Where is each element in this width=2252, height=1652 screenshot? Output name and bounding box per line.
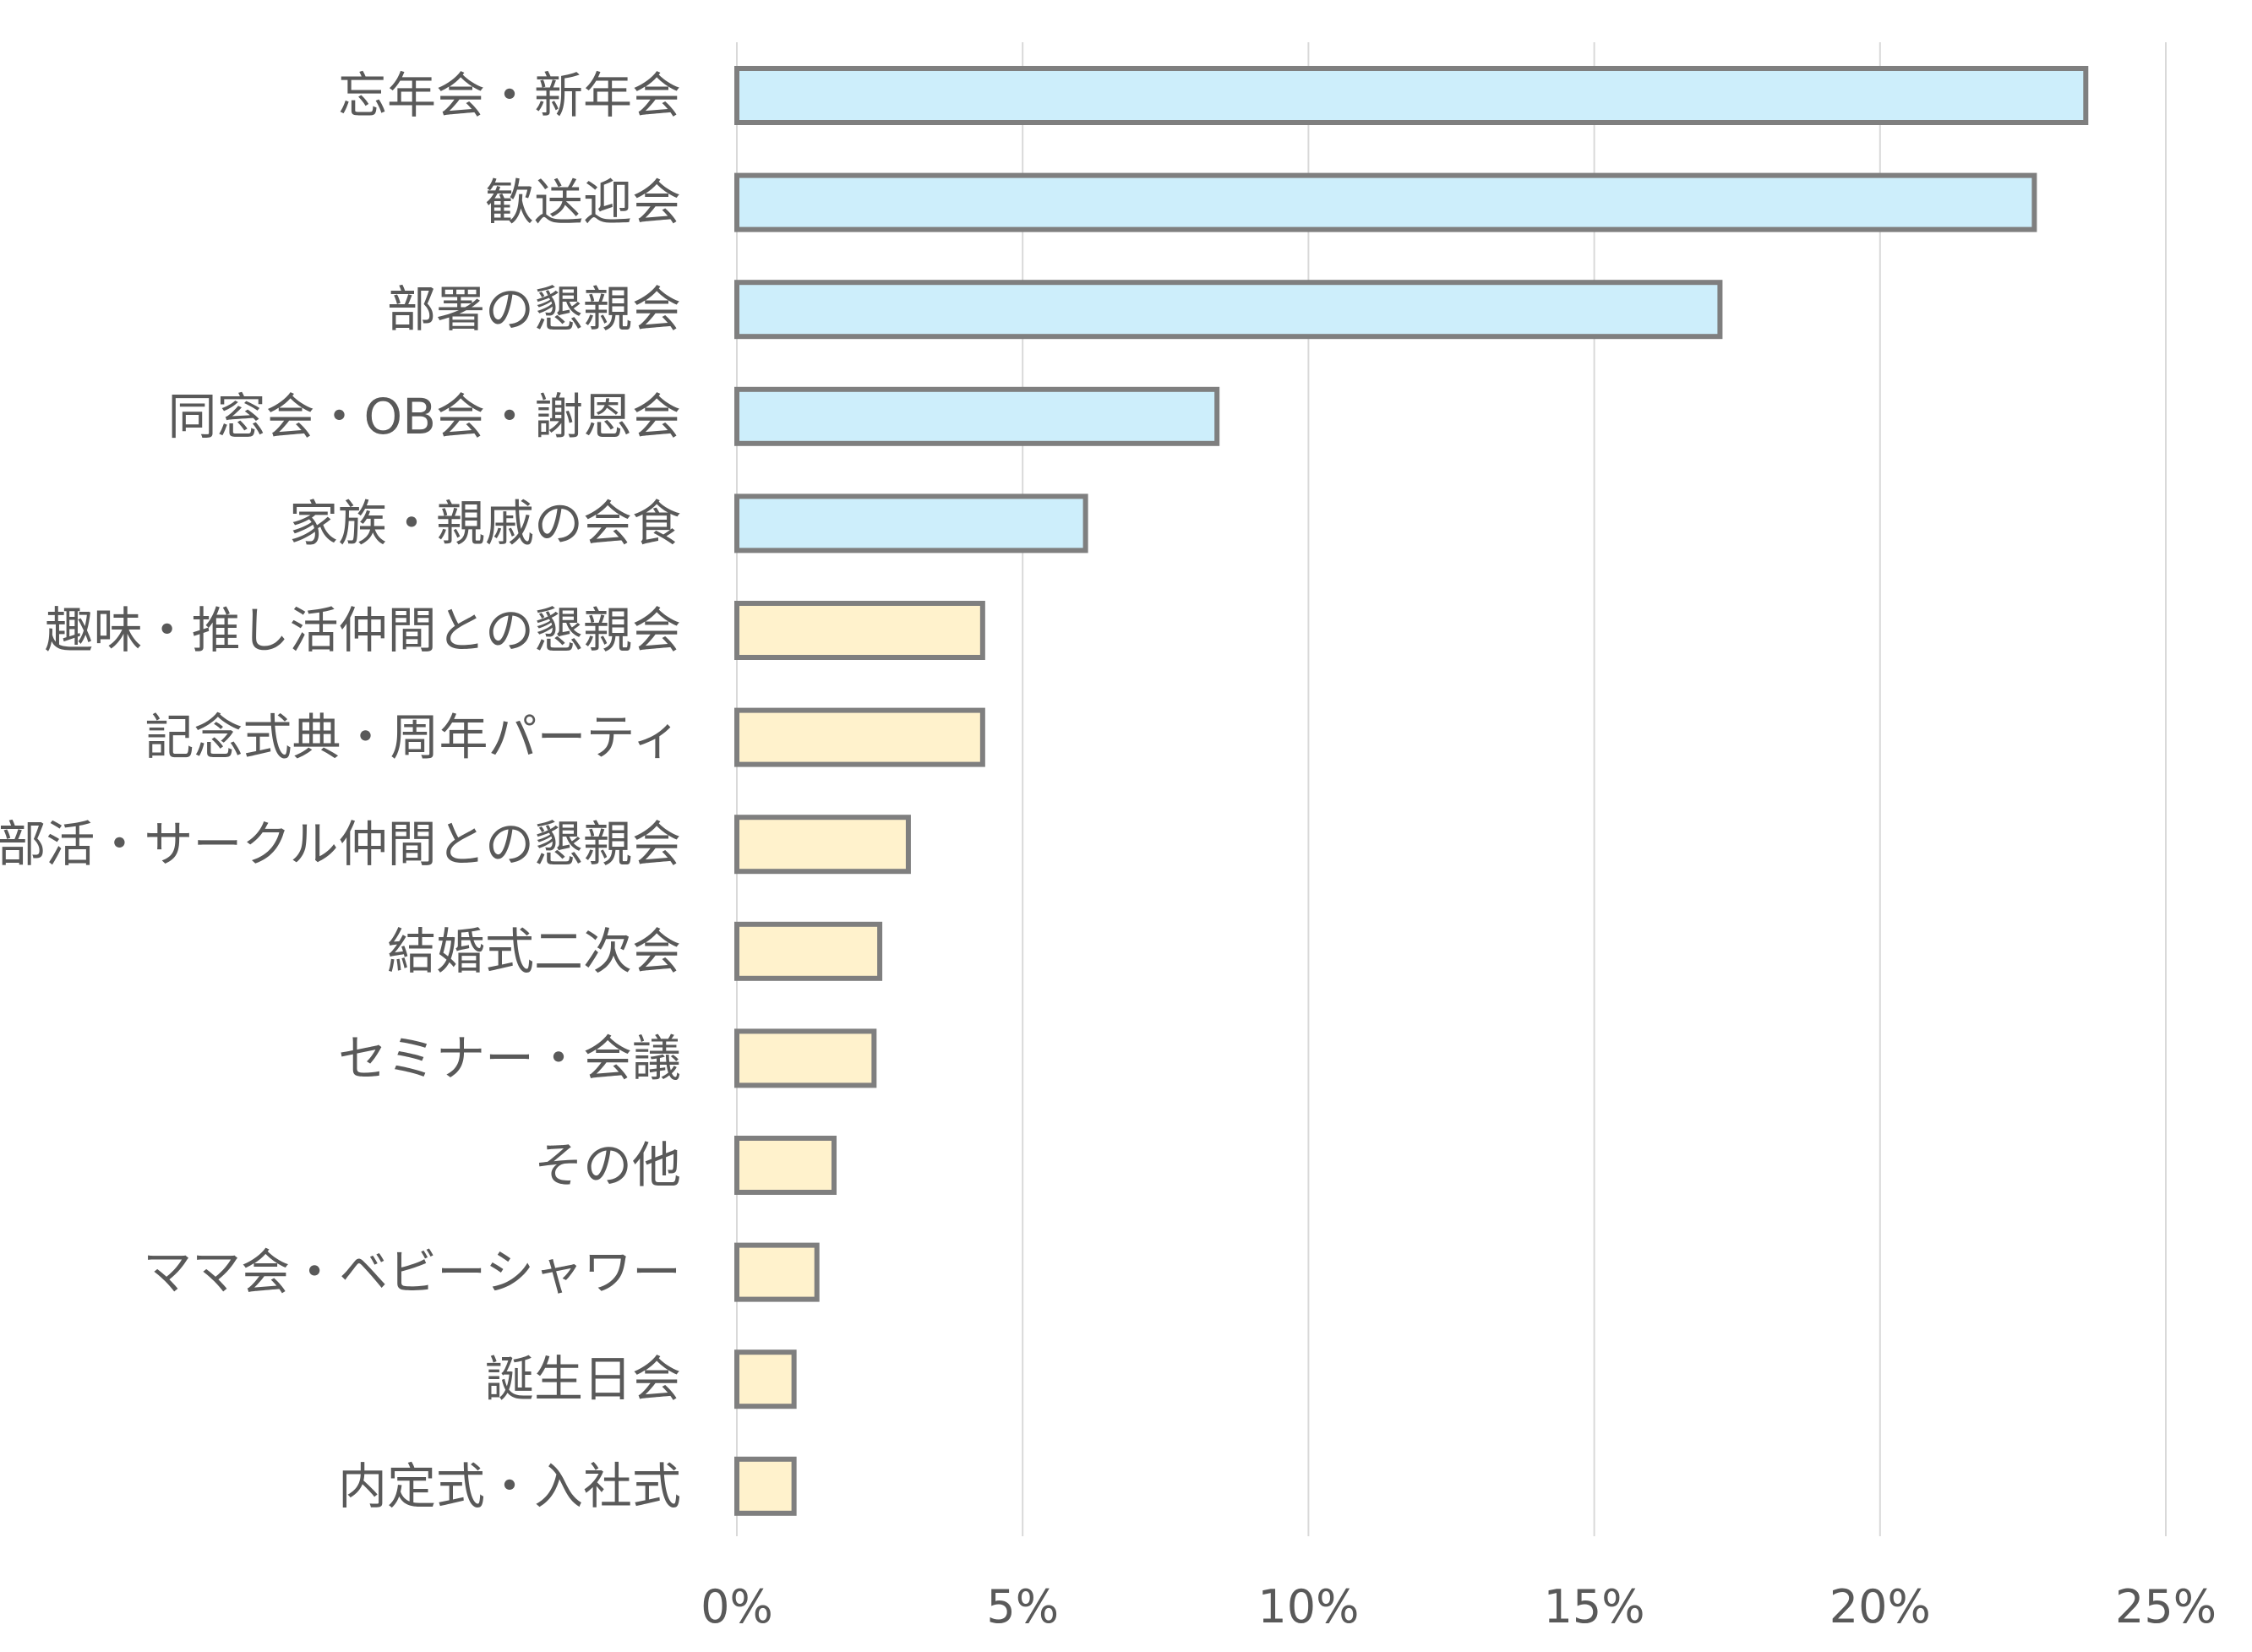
category-label: その他 (534, 1137, 681, 1194)
bar-13 (734, 1456, 797, 1516)
category-label: 歓送迎会 (485, 174, 681, 232)
category-label: 部活・サークル仲間との懇親会 (0, 815, 681, 873)
bar-6 (734, 707, 985, 767)
bar-7 (734, 815, 911, 875)
bars (734, 66, 2089, 1516)
bar-2 (734, 280, 1723, 340)
x-tick-label: 10% (1257, 1580, 1359, 1633)
bar-4 (734, 493, 1088, 553)
category-label: 忘年会・新年会 (338, 67, 681, 124)
category-label: 記念式典・周年パーティ (144, 709, 681, 766)
bar-12 (734, 1349, 797, 1409)
bar-8 (734, 921, 883, 981)
category-label: 家族・親戚の会食 (289, 494, 681, 552)
x-axis-tick-labels: 0% 5% 10% 15% 20% 25% (701, 1580, 2217, 1633)
x-tick-label: 20% (1829, 1580, 1931, 1633)
bar-11 (734, 1242, 820, 1302)
category-label: 部署の懇親会 (387, 281, 681, 338)
bar-9 (734, 1028, 877, 1088)
category-label: 同窓会・OB会・謝恩会 (168, 388, 681, 445)
bar-0 (734, 66, 2089, 125)
bar-5 (734, 601, 985, 660)
category-label: 結婚式二次会 (387, 923, 681, 980)
category-label: 誕生日会 (485, 1350, 681, 1408)
x-tick-label: 0% (701, 1580, 773, 1633)
bar-3 (734, 386, 1220, 446)
x-tick-label: 15% (1544, 1580, 1645, 1633)
bar-1 (734, 172, 2037, 232)
category-label: 趣味・推し活仲間との懇親会 (45, 602, 681, 659)
x-tick-label: 25% (2115, 1580, 2217, 1633)
category-label: セミナー・会議 (338, 1029, 681, 1087)
category-label: 内定式・入社式 (338, 1458, 681, 1515)
bar-10 (734, 1136, 837, 1195)
category-labels: 忘年会・新年会歓送迎会部署の懇親会同窓会・OB会・謝恩会家族・親戚の会食趣味・推… (0, 67, 681, 1515)
gridlines (736, 42, 2167, 1536)
category-label: ママ会・ベビーシャワー (143, 1244, 681, 1301)
x-tick-label: 5% (986, 1580, 1059, 1633)
